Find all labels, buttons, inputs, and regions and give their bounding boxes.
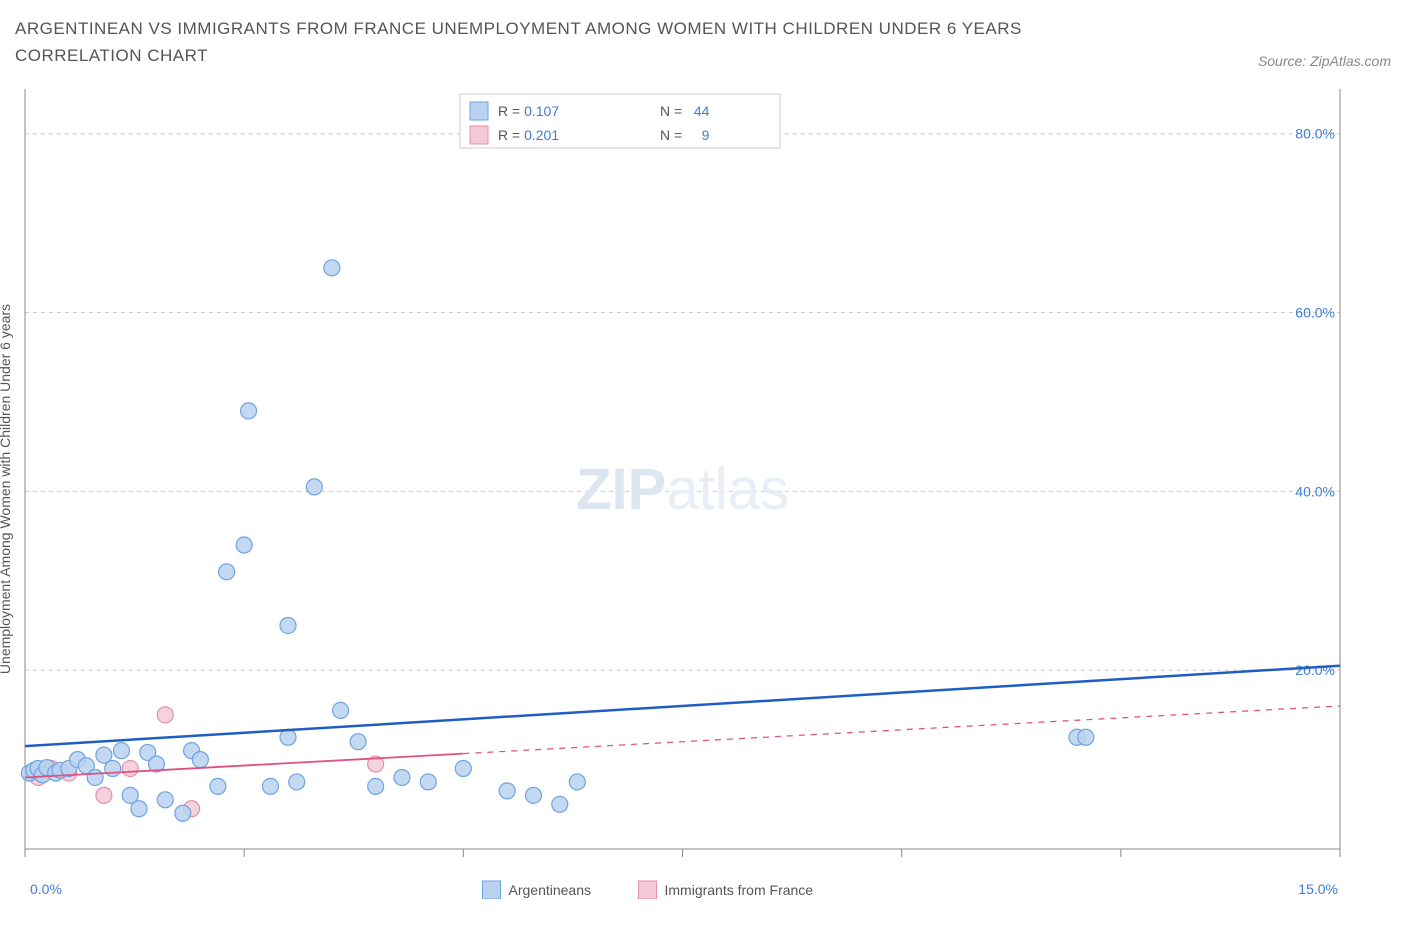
y-tick-label: 60.0% [1295, 305, 1335, 321]
data-point [280, 618, 296, 634]
legend-stat: N = 44 [660, 103, 710, 119]
trend-line [25, 666, 1340, 746]
legend-label: Argentineans [509, 882, 592, 898]
y-tick-label: 80.0% [1295, 126, 1335, 142]
y-tick-label: 40.0% [1295, 484, 1335, 500]
legend-swatch [470, 126, 488, 144]
legend-swatch [470, 102, 488, 120]
data-point [210, 779, 226, 795]
data-point [105, 761, 121, 777]
data-point [87, 770, 103, 786]
data-point [569, 774, 585, 790]
data-point [350, 734, 366, 750]
legend-stat: N = 9 [660, 127, 710, 143]
data-point [175, 806, 191, 822]
legend-stat: R = 0.107 [498, 103, 559, 119]
data-point [324, 260, 340, 276]
chart-container: Unemployment Among Women with Children U… [15, 79, 1391, 899]
data-point [552, 797, 568, 813]
trend-line-extrapolated [463, 706, 1340, 754]
data-point [113, 743, 129, 759]
legend-swatch [639, 881, 657, 899]
data-point [1078, 730, 1094, 746]
data-point [241, 403, 257, 419]
data-point [333, 703, 349, 719]
x-tick-label: 0.0% [30, 881, 62, 897]
legend-stat: R = 0.201 [498, 127, 559, 143]
data-point [525, 788, 541, 804]
data-point [262, 779, 278, 795]
chart-title: ARGENTINEAN VS IMMIGRANTS FROM FRANCE UN… [15, 15, 1115, 69]
data-point [157, 792, 173, 808]
data-point [499, 783, 515, 799]
data-point [131, 801, 147, 817]
data-point [192, 752, 208, 768]
data-point [306, 479, 322, 495]
data-point [157, 707, 173, 723]
legend-swatch [483, 881, 501, 899]
watermark: ZIPatlas [576, 457, 789, 522]
data-point [455, 761, 471, 777]
data-point [236, 537, 252, 553]
data-point [122, 761, 138, 777]
y-tick-label: 20.0% [1295, 663, 1335, 679]
legend-label: Immigrants from France [665, 882, 814, 898]
data-point [368, 779, 384, 795]
data-point [96, 788, 112, 804]
x-tick-label: 15.0% [1298, 881, 1338, 897]
source-label: Source: ZipAtlas.com [1258, 53, 1391, 69]
data-point [394, 770, 410, 786]
scatter-chart: 20.0% 40.0% 60.0% 80.0% ZIPatlas 0.0% 15.0% R =… [15, 79, 1350, 899]
y-axis-label: Unemployment Among Women with Children U… [0, 304, 13, 674]
data-point [289, 774, 305, 790]
data-point [219, 564, 235, 580]
data-point [420, 774, 436, 790]
